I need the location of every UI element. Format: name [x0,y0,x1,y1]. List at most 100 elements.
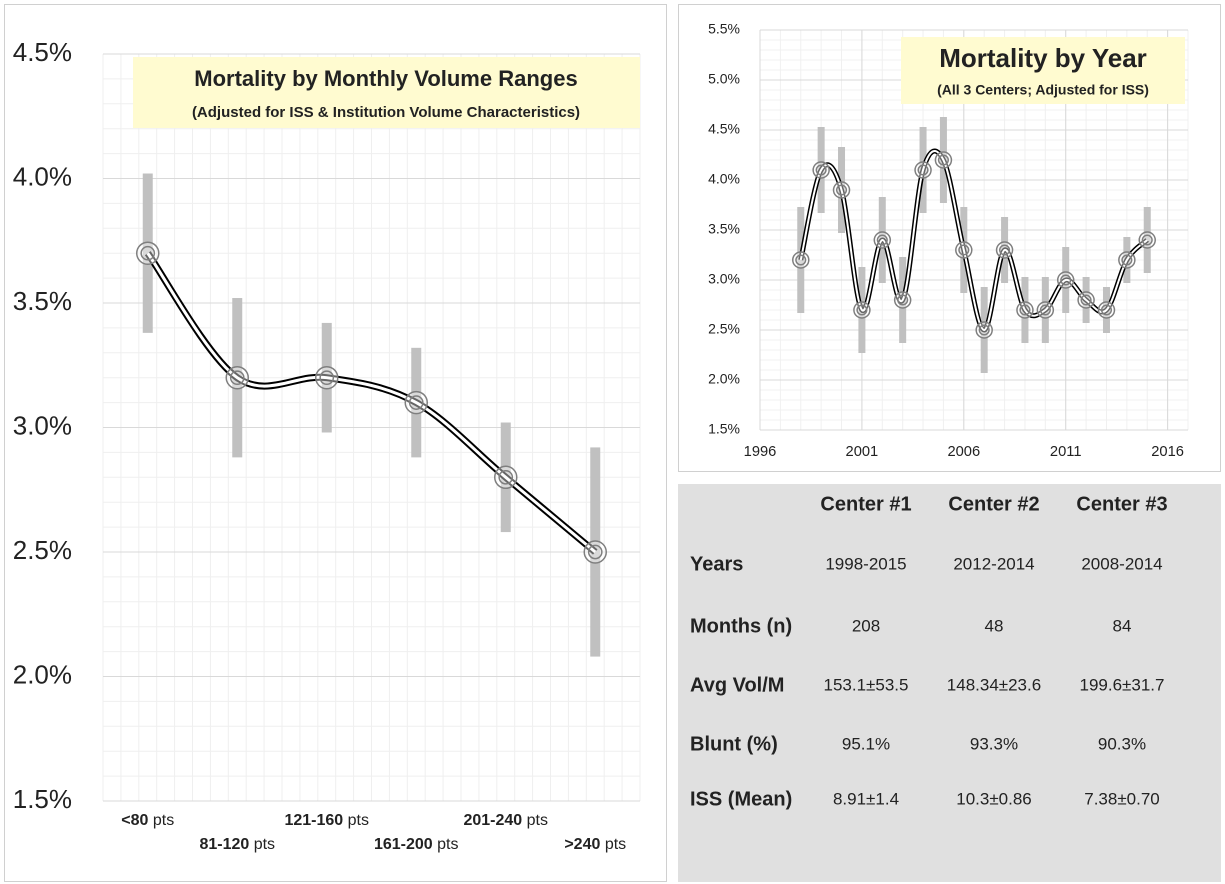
row-label: Blunt (%) [690,733,778,755]
marker-inner [408,395,424,410]
column-header: Center #2 [948,493,1039,515]
table-cell: 48 [985,616,1004,635]
marker-inner [815,164,827,176]
marker-inner [1100,304,1113,316]
y-tick-label: 3.5% [13,286,72,316]
marker [792,251,810,269]
label-part: pts [433,836,459,853]
row-label: Months (n) [690,615,792,637]
table-cell: 208 [852,616,880,635]
marker-inner [229,370,245,386]
chart-title: Mortality by Monthly Volume Ranges [194,66,577,91]
row-label: Avg Vol/M [690,674,784,696]
label-part: 201-240 [463,812,522,829]
marker-inner [958,244,970,256]
chart-subtitle: (Adjusted for ISS & Institution Volume C… [192,104,580,121]
marker [975,321,993,339]
table-cell: 7.38±0.70 [1084,789,1160,808]
y-tick-label: 5.5% [708,21,740,37]
marker [1097,301,1116,319]
marker [225,365,249,390]
marker [873,231,892,249]
marker-inner [319,370,335,386]
y-tick-label: 2.5% [708,321,740,337]
label-part: >240 [564,836,600,853]
marker-inner [498,469,514,485]
label-part: pts [148,812,174,829]
table-cell: 10.3±0.86 [956,789,1032,808]
marker [812,161,830,179]
marker [955,241,973,259]
marker [853,301,871,319]
marker-inner [978,324,990,336]
label-part: pts [249,836,275,853]
y-tick-label: 4.0% [13,161,72,191]
marker-inner [140,245,156,261]
y-tick-label: 4.5% [13,37,72,67]
marker [995,241,1014,259]
y-tick-label: 3.0% [708,271,740,287]
label-part: <80 [121,812,148,829]
y-tick-label: 1.5% [13,784,72,814]
marker-inner [1060,274,1072,286]
y-tick-label: 2.0% [708,371,740,387]
table-cell: 148.34±23.6 [947,675,1041,694]
marker-inner [1039,304,1051,316]
marker-inner [835,184,848,196]
marker [494,465,518,490]
table-cell: 90.3% [1098,734,1146,753]
column-header: Center #3 [1076,493,1167,515]
marker-inner [1121,254,1133,266]
label-part: pts [522,812,548,829]
marker [914,161,932,179]
y-tick-label: 2.0% [13,659,72,689]
x-tick-label: 1996 [744,444,777,460]
y-tick-label: 2.5% [13,535,72,565]
marker-inner [876,234,888,246]
marker [315,365,339,390]
marker-inner [795,254,807,266]
marker-inner [587,544,603,560]
x-tick-label: 81-120 pts [199,836,275,853]
marker [893,291,912,309]
table-cell: 95.1% [842,734,890,753]
column-header: Center #1 [820,493,911,515]
marker-inner [897,294,909,306]
label-part: 121-160 [284,812,343,829]
y-tick-label: 1.5% [708,421,740,437]
y-tick-label: 4.0% [708,171,740,187]
table-panel [678,484,1221,882]
table-cell: 1998-2015 [825,554,906,573]
marker [1138,231,1156,249]
marker-inner [999,244,1011,256]
marker [404,390,428,415]
marker [1056,271,1075,289]
label-part: pts [343,812,369,829]
marker-inner [1019,304,1031,316]
label-part: pts [600,836,626,853]
table-cell: 84 [1113,616,1132,635]
title-box [133,57,640,128]
marker-inner [937,154,949,166]
x-tick-label: <80 pts [121,812,174,829]
x-tick-label: 201-240 pts [463,812,548,829]
y-tick-label: 4.5% [708,121,740,137]
marker-inner [856,304,868,316]
table-cell: 2008-2014 [1081,554,1162,573]
marker [1077,291,1095,309]
x-tick-label: 2011 [1050,444,1082,460]
marker [1036,301,1055,319]
marker-inner [1080,294,1092,306]
chart-subtitle: (All 3 Centers; Adjusted for ISS) [937,82,1149,98]
x-tick-label: 2016 [1151,444,1184,460]
x-tick-label: 2001 [846,444,879,460]
marker [583,540,607,564]
x-tick-label: 2006 [947,444,980,460]
marker-inner [917,164,929,176]
row-label: ISS (Mean) [690,788,792,810]
marker [1016,301,1034,319]
chart-title: Mortality by Year [939,43,1147,73]
table-cell: 2012-2014 [953,554,1034,573]
